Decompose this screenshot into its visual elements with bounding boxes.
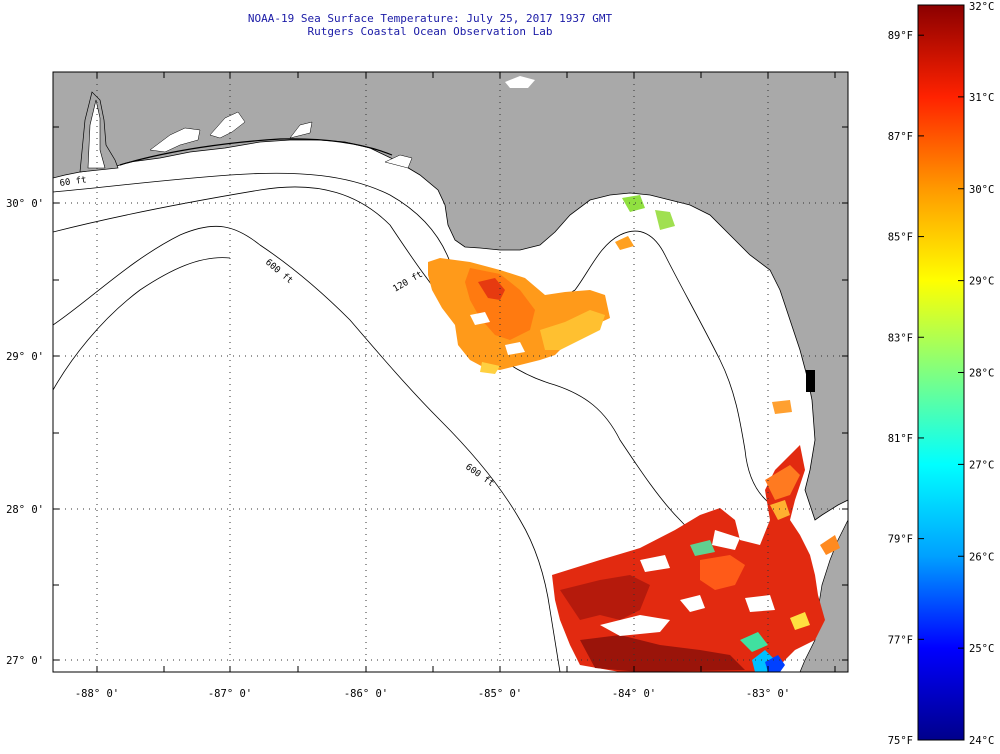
colorbar-label-celsius: 30°C — [969, 184, 994, 196]
lat-label: 29° 0' — [6, 351, 44, 363]
colorbar-label-fahrenheit: 87°F — [888, 131, 913, 143]
map-subtitle: Rutgers Coastal Ocean Observation Lab — [307, 25, 553, 38]
sst-patch-southwest — [552, 400, 840, 672]
lon-label: -83° 0' — [746, 688, 790, 700]
latitude-labels: 30° 0' 29° 0' 28° 0' 27° 0' — [6, 198, 44, 667]
colorbar-label-fahrenheit: 79°F — [888, 534, 913, 546]
frame-ticks — [53, 72, 848, 672]
colorbar-ticks — [918, 4, 964, 741]
colorbar-label-fahrenheit: 77°F — [888, 634, 913, 646]
contour-600ft — [53, 225, 561, 672]
colorbar-labels: 32°C 31°C 30°C 29°C 28°C 27°C 26°C 25°C 24°C 89°F… — [888, 1, 995, 747]
sst-patch-bigbend — [428, 195, 675, 374]
graticule — [53, 72, 848, 672]
st-andrews-bay — [289, 121, 313, 139]
lake-inland — [505, 76, 535, 88]
colorbar-label-celsius: 26°C — [969, 551, 994, 563]
colorbar-label-celsius: 31°C — [969, 92, 994, 104]
lat-label: 30° 0' — [6, 198, 44, 210]
colorbar-label-fahrenheit: 85°F — [888, 232, 913, 244]
lat-label: 28° 0' — [6, 504, 44, 516]
map-title: NOAA-19 Sea Surface Temperature: July 25… — [247, 12, 613, 25]
colorbar-label-fahrenheit: 81°F — [888, 433, 913, 445]
lat-label: 27° 0' — [6, 655, 44, 667]
colorbar-label-celsius: 24°C — [969, 735, 994, 747]
barrier-islands — [119, 138, 393, 166]
contour-deep — [53, 257, 231, 391]
lon-label: -84° 0' — [612, 688, 656, 700]
colorbar-label-fahrenheit: 83°F — [888, 332, 913, 344]
colorbar-label-fahrenheit: 75°F — [888, 735, 913, 747]
lon-label: -85° 0' — [478, 688, 522, 700]
apalachee-bay-inlet — [384, 154, 413, 169]
colorbar — [917, 4, 965, 741]
lon-label: -86° 0' — [344, 688, 388, 700]
land-gulf-coast — [53, 72, 848, 521]
contour-label-60ft: 60 ft — [59, 175, 87, 189]
mobile-bay-water — [87, 99, 106, 169]
map-frame — [52, 71, 849, 673]
lon-label: -87° 0' — [208, 688, 252, 700]
colorbar-label-celsius: 28°C — [969, 368, 994, 380]
colorbar-label-celsius: 29°C — [969, 276, 994, 288]
colorbar-label-celsius: 25°C — [969, 643, 994, 655]
colorbar-label-celsius: 27°C — [969, 459, 994, 471]
pensacola-bay — [149, 127, 201, 153]
lon-label: -88° 0' — [75, 688, 119, 700]
choctawhatchee-bay — [209, 111, 246, 139]
longitude-labels: -88° 0' -87° 0' -86° 0' -85° 0' -84° 0' … — [75, 688, 790, 700]
colorbar-label-celsius: 32°C — [969, 1, 994, 13]
colorbar-label-fahrenheit: 89°F — [888, 30, 913, 42]
lake-marker — [806, 370, 815, 392]
